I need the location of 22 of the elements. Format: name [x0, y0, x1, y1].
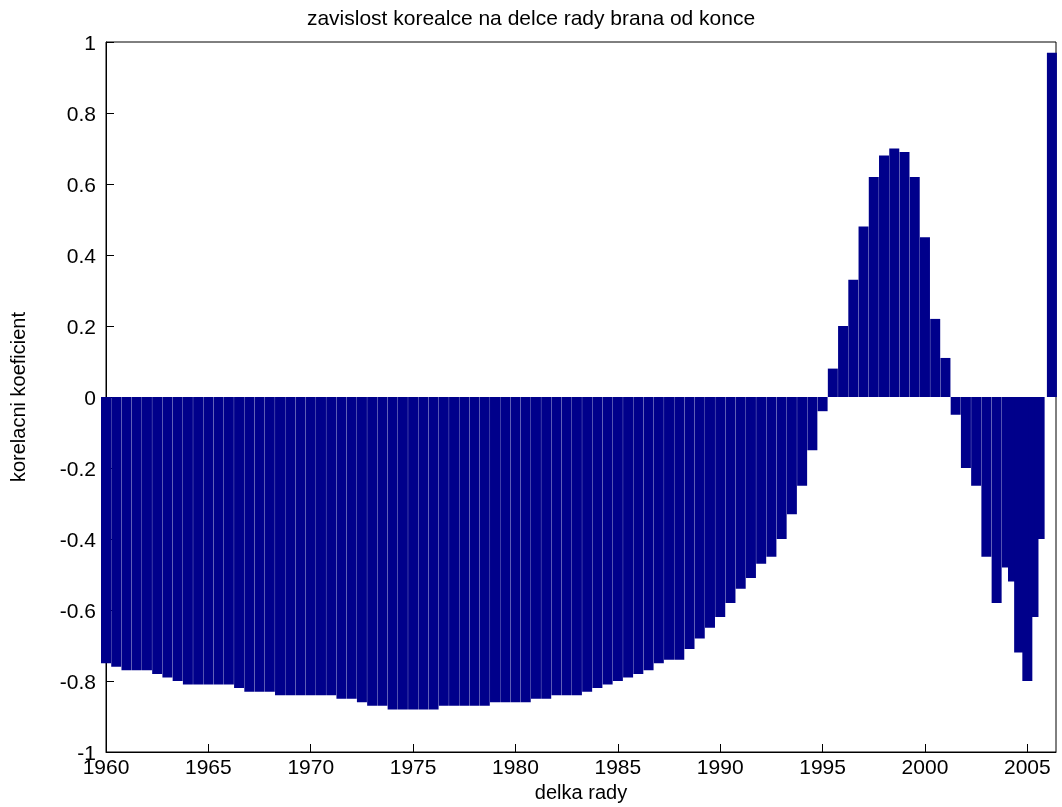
x-tick-label: 1985	[594, 755, 642, 778]
y-axis-title: korelacni koeficient	[7, 311, 29, 483]
y-tick-label: -0.8	[59, 669, 96, 693]
y-tick-label: 0.6	[66, 172, 96, 196]
x-tick-label: 1970	[287, 755, 335, 778]
y-tick-label: 0	[84, 385, 96, 409]
chart-title: zavislost korealce na delce rady brana od konce	[306, 6, 756, 29]
x-tick-label: 2000	[901, 755, 949, 778]
x-tick-label: 2005	[1003, 755, 1051, 778]
y-tick-label: -0.2	[59, 456, 96, 480]
y-tick-label: 0.4	[66, 243, 97, 267]
x-axis-title: delka rady	[534, 781, 628, 803]
x-tick-label: 1980	[492, 755, 539, 778]
y-tick-label: -0.6	[59, 598, 96, 622]
y-tick-label: 0.2	[66, 314, 96, 338]
x-tick-label: 1965	[185, 755, 232, 778]
x-tick-label: 1990	[696, 755, 744, 778]
y-tick-label: -0.4	[59, 527, 97, 551]
x-tick-label: 1975	[389, 755, 437, 778]
y-tick-label: 0.8	[66, 101, 96, 125]
y-tick-label: 1	[84, 30, 96, 54]
x-tick-label: 1995	[799, 755, 846, 778]
